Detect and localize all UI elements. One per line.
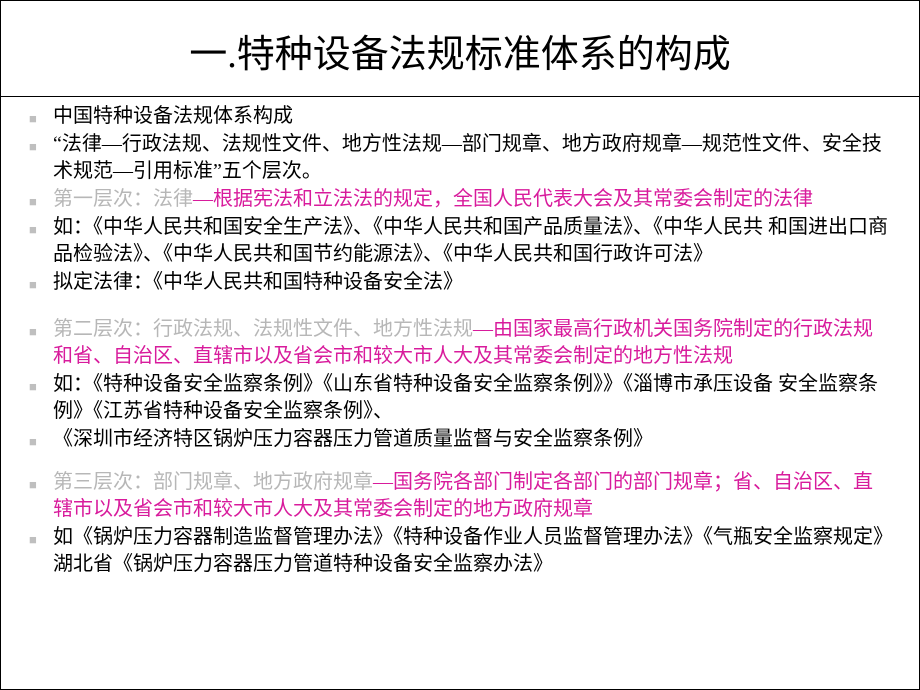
bullet-icon: ■ bbox=[29, 110, 39, 128]
level-label: 第二层次：行政法规、法规性文件、地方性法规 bbox=[53, 318, 473, 340]
bullet-icon: ■ bbox=[29, 221, 39, 239]
bullet-icon: ■ bbox=[29, 378, 39, 396]
list-item: ■ 中国特种设备法规体系构成 bbox=[29, 103, 891, 130]
list-item: ■ 第一层次：法律—根据宪法和立法法的规定，全国人民代表大会及其常委会制定的法律 bbox=[29, 186, 891, 213]
spacer bbox=[29, 454, 891, 468]
title-box: 一.特种设备法规标准体系的构成 bbox=[1, 1, 919, 97]
bullet-icon: ■ bbox=[29, 433, 39, 451]
content-area: ■ 中国特种设备法规体系构成 ■ “法律—行政法规、法规性文件、地方性法规—部门… bbox=[1, 97, 919, 578]
list-item: ■ “法律—行政法规、法规性文件、地方性法规—部门规章、地方政府规章—规范性文件… bbox=[29, 131, 891, 185]
list-item: ■ 第三层次：部门规章、地方政府规章—国务院各部门制定各部门的部门规章；省、自治… bbox=[29, 469, 891, 523]
bullet-icon: ■ bbox=[29, 138, 39, 156]
slide-title: 一.特种设备法规标准体系的构成 bbox=[1, 23, 919, 78]
bullet-text: 第二层次：行政法规、法规性文件、地方性法规—由国家最高行政机关国务院制定的行政法… bbox=[53, 316, 891, 370]
bullet-icon: ■ bbox=[29, 193, 39, 211]
bullet-text: 如：《中华人民共和国安全生产法》、《中华人民共和国产品质量法》、《中华人民共 和… bbox=[53, 214, 891, 268]
list-item: ■ 如《锅炉压力容器制造监督管理办法》《特种设备作业人员监督管理办法》《气瓶安全… bbox=[29, 524, 891, 578]
bullet-text: 如：《特种设备安全监察条例》《山东省特种设备安全监察条例》》《淄博市承压设备 安… bbox=[53, 371, 891, 425]
bullet-icon: ■ bbox=[29, 476, 39, 494]
list-item: ■ 如：《特种设备安全监察条例》《山东省特种设备安全监察条例》》《淄博市承压设备… bbox=[29, 371, 891, 425]
bullet-text: 拟定法律：《中华人民共和国特种设备安全法》 bbox=[53, 269, 891, 296]
bullet-text: “法律—行政法规、法规性文件、地方性法规—部门规章、地方政府规章—规范性文件、安… bbox=[53, 131, 891, 185]
list-item: ■ 第二层次：行政法规、法规性文件、地方性法规—由国家最高行政机关国务院制定的行… bbox=[29, 316, 891, 370]
bullet-text: 如《锅炉压力容器制造监督管理办法》《特种设备作业人员监督管理办法》《气瓶安全监察… bbox=[53, 524, 891, 578]
level-label: 第三层次：部门规章、地方政府规章 bbox=[53, 471, 373, 493]
bullet-text: 第一层次：法律—根据宪法和立法法的规定，全国人民代表大会及其常委会制定的法律 bbox=[53, 186, 891, 213]
list-item: ■ 如：《中华人民共和国安全生产法》、《中华人民共和国产品质量法》、《中华人民共… bbox=[29, 214, 891, 268]
bullet-icon: ■ bbox=[29, 323, 39, 341]
bullet-icon: ■ bbox=[29, 276, 39, 294]
level-label: 第一层次：法律 bbox=[53, 188, 193, 210]
bullet-text: 第三层次：部门规章、地方政府规章—国务院各部门制定各部门的部门规章；省、自治区、… bbox=[53, 469, 891, 523]
slide-frame: 一.特种设备法规标准体系的构成 ■ 中国特种设备法规体系构成 ■ “法律—行政法… bbox=[0, 0, 920, 690]
bullet-list: ■ 中国特种设备法规体系构成 ■ “法律—行政法规、法规性文件、地方性法规—部门… bbox=[29, 103, 891, 578]
bullet-icon: ■ bbox=[29, 531, 39, 549]
bullet-text: 中国特种设备法规体系构成 bbox=[53, 103, 891, 130]
level-desc: —根据宪法和立法法的规定，全国人民代表大会及其常委会制定的法律 bbox=[193, 188, 813, 210]
list-item: ■ 拟定法律：《中华人民共和国特种设备安全法》 bbox=[29, 269, 891, 296]
spacer bbox=[29, 297, 891, 315]
list-item: ■ 《深圳市经济特区锅炉压力容器压力管道质量监督与安全监察条例》 bbox=[29, 426, 891, 453]
bullet-text: 《深圳市经济特区锅炉压力容器压力管道质量监督与安全监察条例》 bbox=[53, 426, 891, 453]
